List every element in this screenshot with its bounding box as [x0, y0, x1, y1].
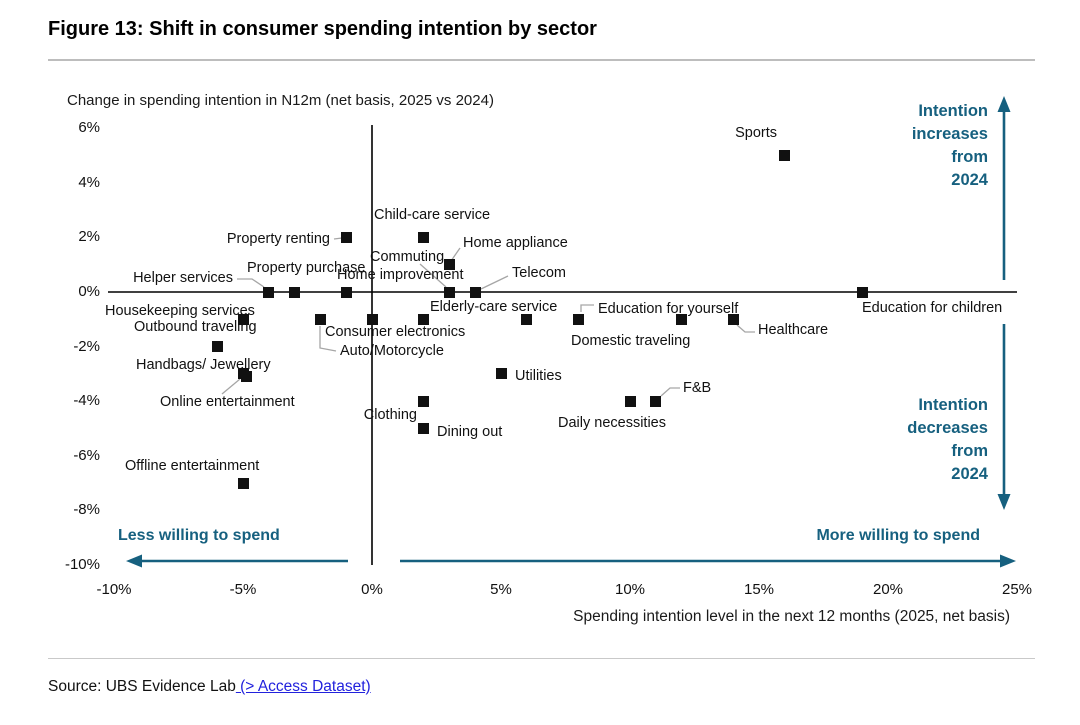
- y-axis-title: Change in spending intention in N12m (ne…: [67, 92, 494, 109]
- label-connector-line: [580, 304, 594, 312]
- x-tick-label: -5%: [229, 581, 257, 598]
- data-point: [469, 286, 481, 298]
- point-label: F&B: [683, 380, 712, 396]
- annotation-intention-decreases: Intention decreases from 2024: [907, 396, 988, 483]
- point-label: Daily necessities: [558, 415, 666, 431]
- data-point: [418, 313, 430, 325]
- y-tick-label: -10%: [64, 556, 100, 573]
- y-tick-label: 2%: [78, 228, 100, 246]
- point-label: Housekeeping services: [105, 303, 255, 319]
- arrow-down-head-icon: [997, 494, 1011, 510]
- footer-divider: [48, 658, 1035, 659]
- data-point: [443, 259, 455, 271]
- label-connector-line: [333, 237, 343, 240]
- point-label: Dining out: [437, 424, 503, 440]
- data-point: [779, 150, 791, 161]
- arrow-left-head-icon: [126, 554, 142, 568]
- point-label: Property purchase: [247, 260, 366, 276]
- point-label: Handbags/ Jewellery: [136, 357, 271, 373]
- data-point: [237, 477, 249, 489]
- point-label: Child-care service: [374, 207, 491, 223]
- x-tick-label: 5%: [490, 581, 512, 598]
- point-label: Elderly-care service: [430, 299, 558, 315]
- data-point: [418, 423, 430, 434]
- y-tick-label: -8%: [73, 501, 100, 519]
- data-point: [521, 313, 533, 325]
- x-axis-title: Spending intention level in the next 12 …: [573, 608, 1010, 625]
- label-connector-line: [221, 378, 241, 395]
- data-point: [676, 313, 688, 325]
- annotation-more-willing: More willing to spend: [816, 527, 980, 544]
- y-tick-label: -6%: [73, 446, 100, 464]
- data-point: [340, 286, 352, 298]
- title-divider: [48, 59, 1035, 61]
- data-point: [727, 313, 739, 325]
- point-label: Auto/Motorcycle: [340, 343, 444, 359]
- data-point: [340, 231, 352, 243]
- annotation-less-willing: Less willing to spend: [118, 527, 280, 544]
- data-point: [240, 371, 252, 383]
- data-point: [624, 395, 636, 407]
- point-label: Offline entertainment: [125, 458, 260, 474]
- point-label: Consumer electronics: [325, 324, 466, 340]
- data-point: [650, 395, 662, 407]
- label-connector-line: [660, 387, 680, 397]
- label-connector-line: [419, 263, 447, 288]
- point-label: Education for yourself: [598, 301, 739, 317]
- x-tick-label: 0%: [361, 581, 383, 598]
- y-tick-label: -2%: [73, 337, 100, 355]
- arrow-up-head-icon: [997, 96, 1011, 112]
- data-point: [418, 395, 430, 407]
- y-tick-label: -4%: [73, 392, 100, 410]
- data-point: [495, 368, 507, 380]
- point-label: Helper services: [133, 270, 233, 286]
- y-tick-label: 0%: [78, 283, 100, 300]
- data-point: [263, 286, 275, 298]
- data-point: [211, 341, 223, 353]
- y-tick-label: 6%: [78, 119, 100, 137]
- x-tick-label: 10%: [614, 581, 646, 598]
- label-connector-line: [450, 247, 461, 262]
- y-tick-label: 4%: [78, 173, 100, 191]
- x-tick-label: -10%: [96, 581, 132, 598]
- x-tick-label: 15%: [743, 581, 775, 598]
- point-label: Online entertainment: [160, 394, 295, 410]
- access-dataset-link[interactable]: (> Access Dataset): [235, 678, 371, 695]
- source-line: Source: UBS Evidence Lab (> Access Datas…: [48, 678, 371, 696]
- data-point: [572, 313, 584, 325]
- point-label: Clothing: [363, 407, 417, 423]
- point-label: Home appliance: [463, 235, 568, 251]
- data-point: [856, 286, 868, 298]
- point-label: Sports: [735, 125, 777, 141]
- label-connector-line: [480, 275, 509, 290]
- data-point: [289, 286, 301, 298]
- data-point: [366, 313, 378, 325]
- data-point: [443, 286, 455, 298]
- point-label: Domestic traveling: [571, 333, 691, 349]
- point-label: Telecom: [512, 265, 566, 281]
- annotation-intention-increases: Intention increases from 2024: [911, 102, 988, 189]
- data-point: [314, 313, 326, 325]
- point-label: Outbound traveling: [134, 319, 257, 335]
- label-connector-line: [319, 326, 337, 352]
- x-tick-label: 20%: [872, 581, 904, 598]
- point-label: Property renting: [226, 231, 330, 247]
- data-point: [237, 313, 249, 325]
- point-label: Home improvement: [337, 267, 464, 283]
- label-connector-line: [237, 278, 265, 288]
- point-label: Education for children: [862, 300, 1003, 316]
- point-label: Utilities: [515, 368, 562, 384]
- arrow-right-head-icon: [1000, 554, 1016, 568]
- page-title: Figure 13: Shift in consumer spending in…: [48, 18, 597, 40]
- x-tick-label: 25%: [1001, 581, 1033, 598]
- point-label: Commuting: [370, 249, 445, 265]
- point-label: Healthcare: [758, 322, 829, 338]
- label-connector-line: [736, 324, 755, 333]
- data-point: [418, 231, 430, 243]
- source-text: Source: UBS Evidence Lab: [48, 678, 236, 695]
